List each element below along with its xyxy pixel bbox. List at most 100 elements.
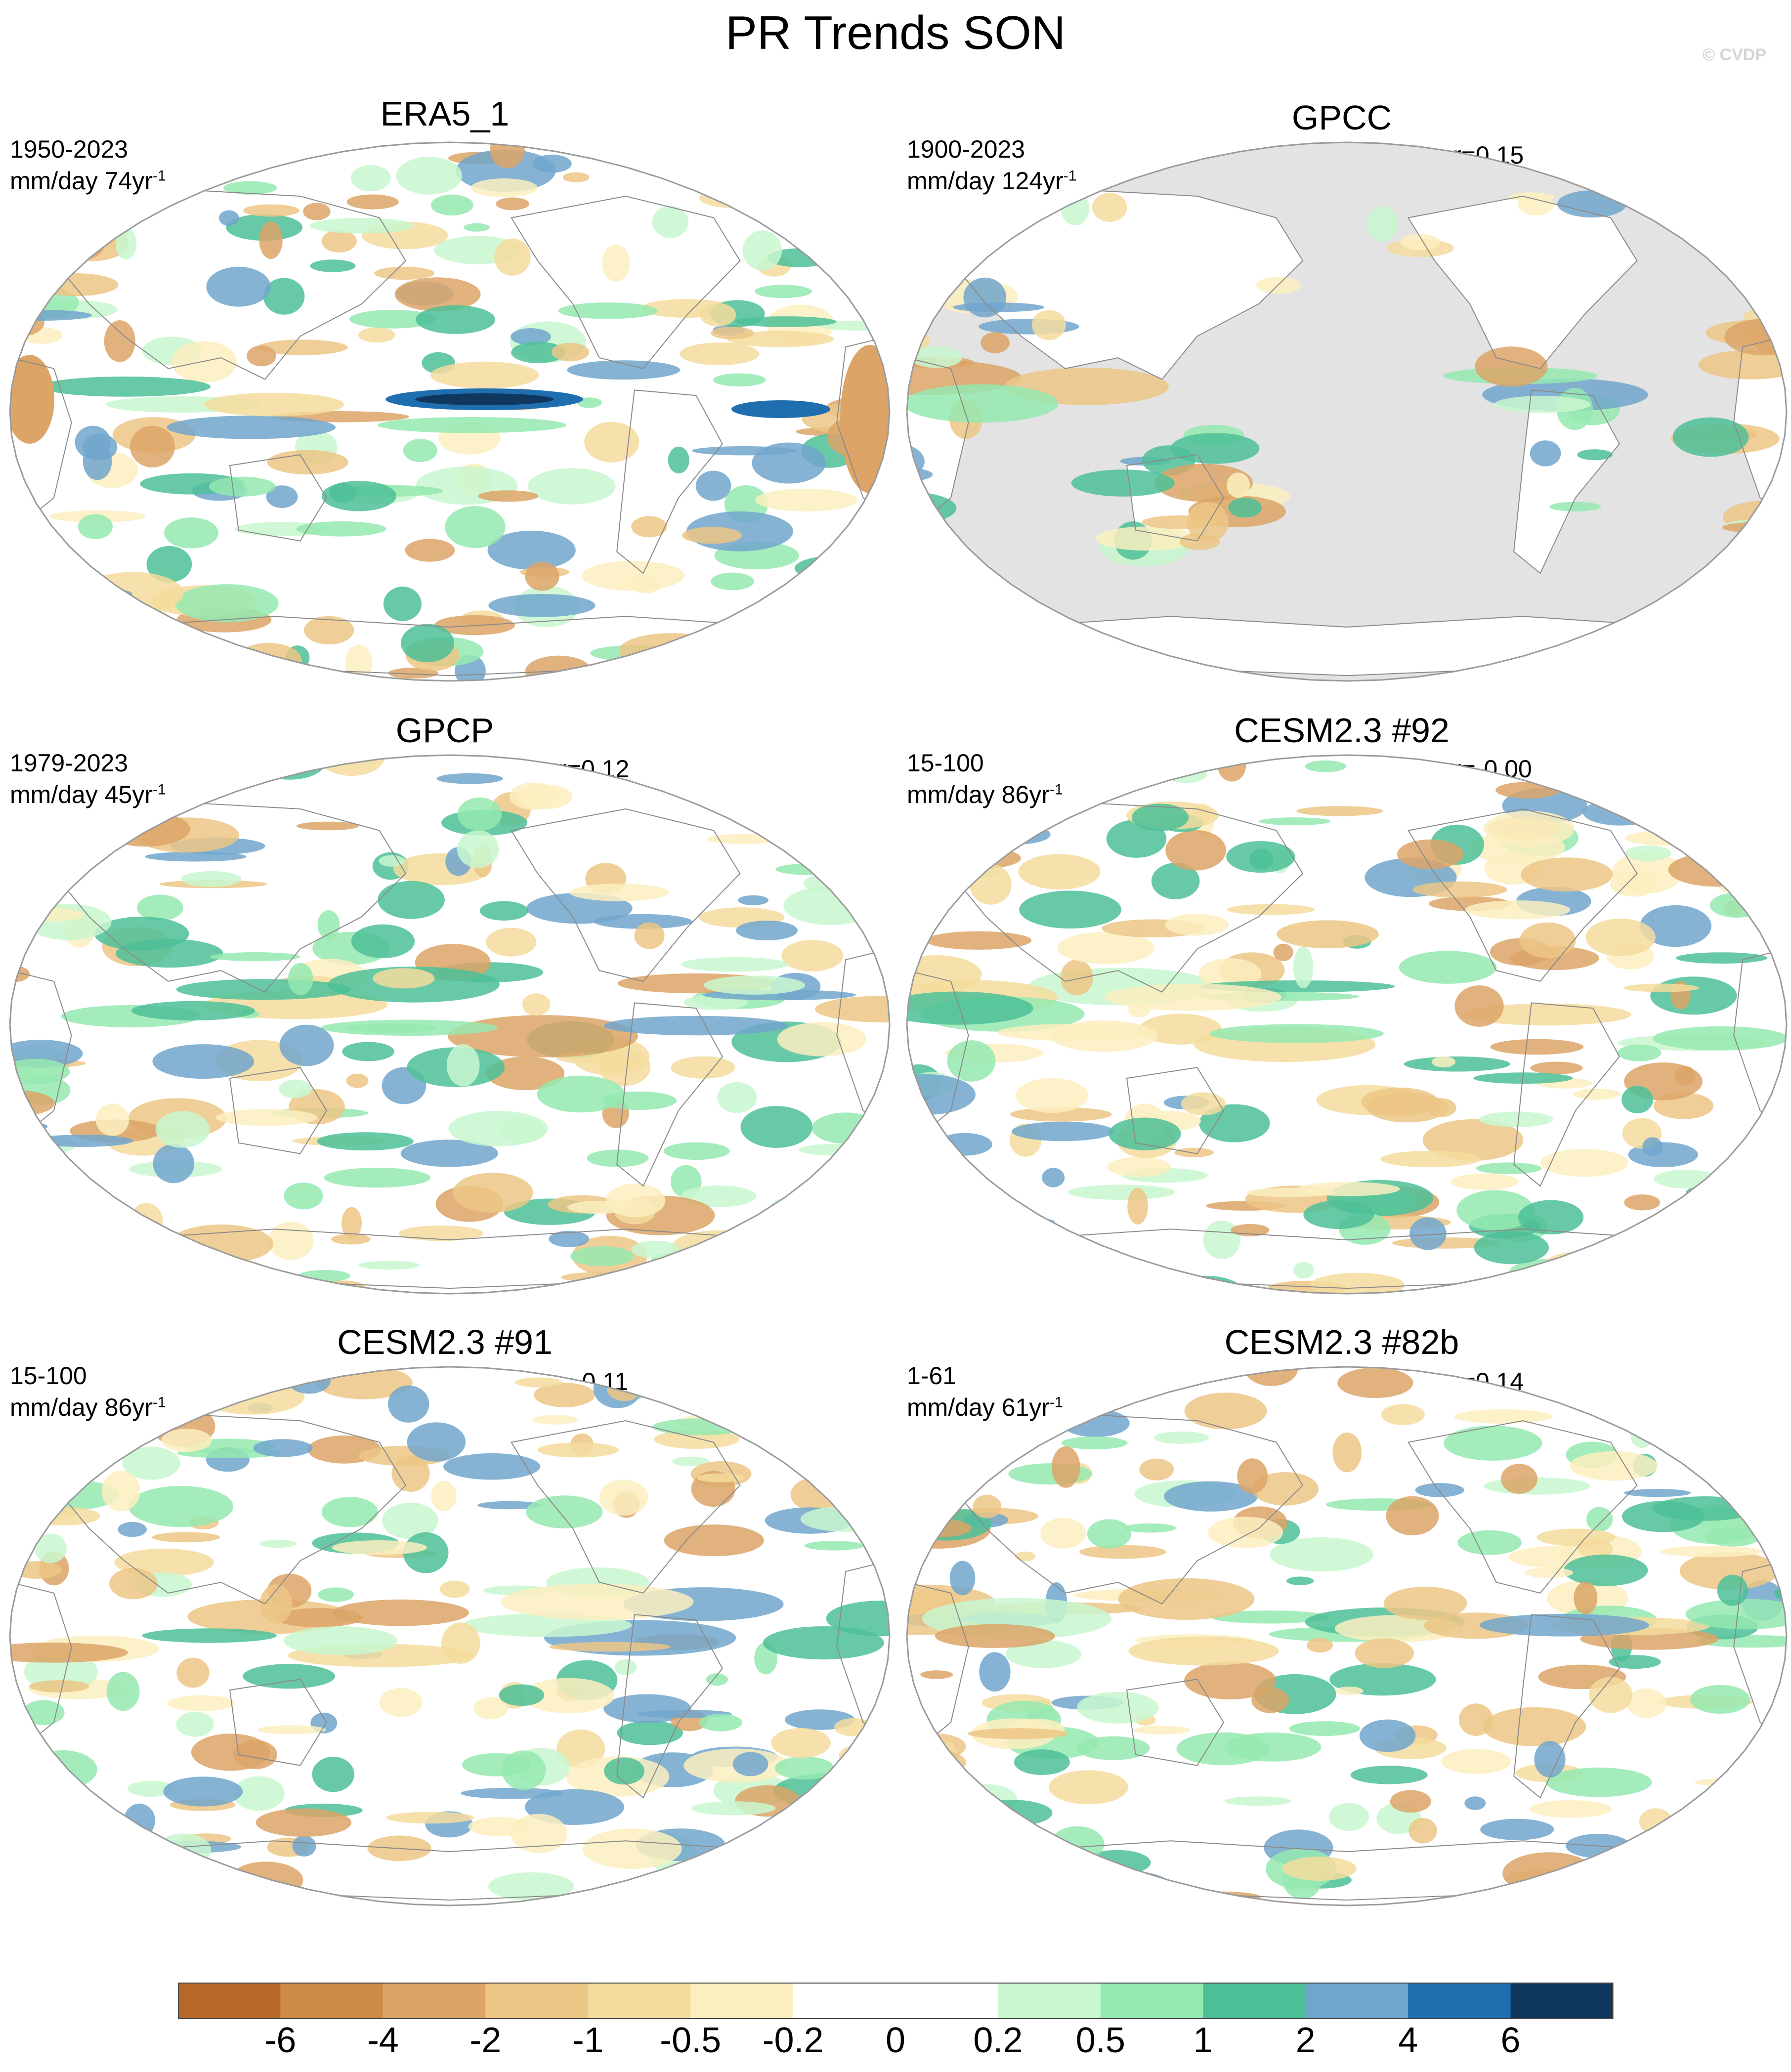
- trend-contour: [1165, 914, 1229, 936]
- trend-contour: [800, 1506, 890, 1532]
- trend-contour: [682, 1267, 758, 1283]
- trend-contour: [10, 1058, 70, 1085]
- trend-contour: [652, 206, 689, 238]
- trend-contour: [732, 1752, 768, 1776]
- trend-contour: [259, 1584, 293, 1624]
- trend-contour: [1733, 1775, 1753, 1811]
- trend-contour: [730, 612, 832, 632]
- trend-contour: [1450, 1173, 1519, 1190]
- trend-contour: [804, 1541, 864, 1551]
- trend-contour: [815, 996, 890, 1022]
- colorbar-segment: [383, 1983, 486, 2019]
- trend-contour: [1108, 1157, 1171, 1177]
- trend-contour: [1479, 1613, 1649, 1637]
- trend-contour: [1049, 1770, 1129, 1805]
- trend-contour: [869, 1717, 890, 1726]
- trend-contour: [970, 1800, 1053, 1826]
- trend-contour: [1167, 1275, 1245, 1294]
- trend-contour: [1359, 1719, 1416, 1752]
- trend-contour: [1153, 1431, 1209, 1444]
- trend-contour: [487, 530, 576, 570]
- trend-contour: [947, 1040, 996, 1082]
- panel-info-cesm2-3-91: 15-100 mm/day 86yr-1: [10, 1360, 166, 1423]
- trend-contour: [342, 1042, 394, 1061]
- trend-contour: [21, 327, 63, 344]
- trend-contour: [58, 1253, 92, 1282]
- trend-contour: [84, 183, 120, 200]
- trend-contour: [1005, 1640, 1082, 1668]
- trend-contour: [346, 194, 399, 210]
- trend-contour: [446, 1044, 480, 1087]
- trend-contour: [398, 1226, 484, 1241]
- trend-contour: [181, 871, 242, 888]
- trend-contour: [146, 546, 192, 583]
- trend-contour: [1179, 533, 1220, 550]
- trend-contour: [594, 914, 692, 929]
- trend-contour: [405, 539, 455, 562]
- trend-contour: [802, 1229, 839, 1244]
- trend-contour: [1079, 1545, 1166, 1559]
- trend-contour: [511, 1814, 567, 1854]
- trend-contour: [10, 229, 49, 266]
- trend-contour: [403, 439, 437, 463]
- trend-contour: [488, 1872, 574, 1901]
- trend-contour: [358, 1261, 420, 1270]
- trend-contour: [379, 855, 405, 867]
- colorbar-segment: [178, 1983, 281, 2019]
- trend-contour: [907, 991, 1033, 1025]
- colorbar-segment: [1203, 1983, 1306, 2019]
- trend-contour: [10, 1863, 85, 1874]
- trend-contour: [215, 1109, 318, 1126]
- trend-contour: [331, 1234, 371, 1245]
- trend-contour: [53, 1870, 160, 1888]
- colorbar-tick-label: 0.5: [1075, 2021, 1125, 2060]
- map-gpcc: [906, 141, 1788, 682]
- trend-contour: [1139, 1458, 1174, 1480]
- trend-contour: [775, 863, 846, 875]
- trend-contour: [920, 1670, 953, 1679]
- trend-contour: [247, 345, 276, 367]
- trend-contour: [937, 1133, 992, 1156]
- trend-contour: [415, 393, 554, 405]
- trend-contour: [1386, 1496, 1439, 1535]
- trend-contour: [83, 1372, 133, 1401]
- trend-contour: [907, 1232, 979, 1274]
- trend-contour: [10, 1187, 51, 1221]
- trend-contour: [101, 1471, 140, 1512]
- trend-contour: [1475, 346, 1548, 387]
- trend-contour: [14, 142, 80, 170]
- trend-contour: [1698, 1883, 1775, 1905]
- trend-contour: [1549, 502, 1601, 511]
- trend-contour: [1415, 1483, 1464, 1497]
- trend-contour: [1624, 845, 1671, 861]
- trend-contour: [1154, 464, 1253, 502]
- coastline: [229, 1067, 327, 1154]
- colorbar-tick-label: -4: [367, 2021, 399, 2060]
- panel-title-cesm2-3-82b: CESM2.3 #82b: [1224, 1323, 1459, 1361]
- trend-contour: [681, 957, 788, 972]
- trend-contour: [717, 1082, 757, 1113]
- trend-contour: [1408, 1818, 1437, 1844]
- trend-contour: [74, 789, 122, 830]
- trend-contour: [430, 361, 539, 389]
- trend-contour: [1518, 1200, 1584, 1235]
- trend-contour: [111, 595, 136, 632]
- trend-contour: [1674, 798, 1726, 838]
- colorbar-segment: [1305, 1983, 1408, 2019]
- trend-contour: [809, 1184, 837, 1218]
- trend-contour: [317, 1132, 414, 1151]
- trend-contour: [124, 1803, 155, 1838]
- trend-contour: [207, 1367, 284, 1395]
- watermark: © CVDP: [1703, 45, 1766, 64]
- trend-contour: [916, 1885, 1014, 1904]
- trend-contour: [447, 1015, 638, 1057]
- trend-contour: [10, 654, 60, 677]
- trend-contour: [552, 342, 590, 362]
- trend-contour: [699, 187, 767, 208]
- trend-contour: [781, 940, 844, 972]
- trend-contour: [377, 417, 566, 433]
- coastline: [1513, 1614, 1620, 1799]
- trend-contour: [1456, 1190, 1535, 1230]
- trend-contour: [1589, 1677, 1633, 1713]
- trend-contour: [522, 993, 551, 1016]
